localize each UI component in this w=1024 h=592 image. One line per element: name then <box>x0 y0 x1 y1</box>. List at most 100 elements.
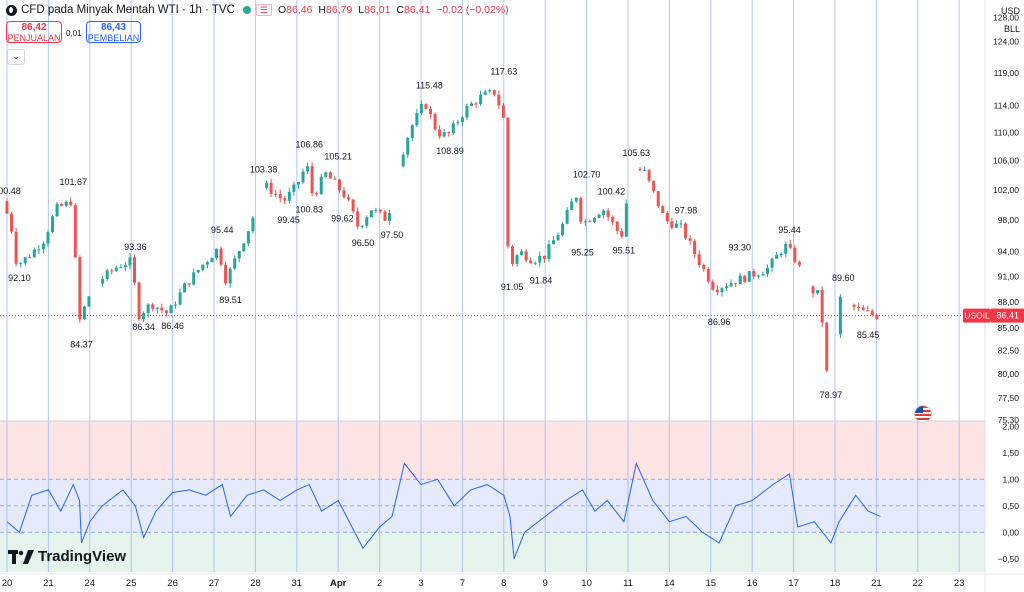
candle-body <box>583 221 587 223</box>
price-y-tick-label: 124,00 <box>993 37 1019 47</box>
price-y-tick-label: 106,00 <box>993 156 1019 166</box>
candle-body <box>693 240 697 255</box>
swing-label: 99.45 <box>277 215 300 225</box>
price-y-tick-label: 119,00 <box>994 68 1020 78</box>
ohlc-close: C86,41 <box>396 4 431 16</box>
sell-button[interactable]: 86,42 PENJUALAN <box>6 21 62 43</box>
candle-body <box>114 267 118 271</box>
candle-body <box>187 283 191 285</box>
candle-body <box>816 290 820 294</box>
swing-label: 102.70 <box>573 170 601 180</box>
candle-body <box>19 263 23 265</box>
candle-body <box>747 271 751 282</box>
candle-body <box>60 203 64 206</box>
candle-body <box>328 172 332 179</box>
candle-body <box>766 267 770 274</box>
candle-body <box>606 210 610 217</box>
candle-body <box>597 214 601 218</box>
candle-body <box>715 289 719 293</box>
spread-value: 0,01 <box>66 29 82 38</box>
candle-body <box>415 113 419 126</box>
price-y-tick-label: 114,00 <box>994 100 1020 110</box>
swing-label: 86.46 <box>161 321 184 331</box>
candle-body <box>542 255 546 259</box>
swing-label: 93.30 <box>729 242 752 252</box>
hamburger-menu-icon[interactable]: ☰ <box>255 4 272 16</box>
ohlc-low: L86,01 <box>358 4 391 16</box>
candle-body <box>784 243 788 254</box>
candle-body <box>214 248 218 259</box>
candle-body <box>233 258 237 269</box>
candle-body <box>55 203 59 217</box>
collapse-chevron-icon[interactable]: ⌄ <box>7 49 25 65</box>
candle-body <box>797 261 801 266</box>
candle-body <box>164 310 168 314</box>
candle-body <box>5 201 9 214</box>
candle-body <box>265 182 269 188</box>
swing-label: 105.21 <box>324 151 352 161</box>
x-tick-label: 3 <box>418 578 423 589</box>
currency-label[interactable]: USD <box>1000 6 1020 16</box>
x-tick-label: 11 <box>623 578 633 589</box>
candle-body <box>228 268 232 284</box>
oscillator-y-tick-label: 1,50 <box>1002 448 1019 458</box>
candle-body <box>119 267 123 269</box>
candle-body <box>702 264 706 270</box>
x-tick-label: 26 <box>167 578 178 589</box>
candle-body <box>105 270 109 279</box>
candle-body <box>674 223 678 228</box>
x-tick-label: 24 <box>85 578 96 589</box>
swing-label: 105.63 <box>623 148 651 158</box>
price-candles <box>5 88 879 373</box>
candle-body <box>87 296 91 307</box>
buy-button[interactable]: 86,43 PEMBELIAN <box>86 21 141 43</box>
swing-label: 97.98 <box>675 205 698 215</box>
x-tick-label: 21 <box>871 578 882 589</box>
candle-body <box>875 314 879 319</box>
symbol-tag-label: USOIL <box>964 311 990 321</box>
candle-body <box>201 264 205 270</box>
candle-body <box>474 103 478 105</box>
candle-body <box>388 213 392 221</box>
candle-body <box>406 137 410 155</box>
price-y-tick-label: 82,50 <box>998 346 1020 356</box>
candle-body <box>383 211 387 221</box>
swing-label: 93.36 <box>124 242 147 252</box>
x-tick-label: 7 <box>460 578 465 589</box>
candle-body <box>101 278 105 284</box>
candle-body <box>378 209 382 212</box>
symbol-title[interactable]: CFD pada Minyak Mentah WTI · 1h · TVC <box>21 4 235 16</box>
candle-body <box>551 240 555 245</box>
unit-label[interactable]: BLL <box>1003 24 1020 34</box>
candle-body <box>219 248 223 265</box>
candle-body <box>793 247 797 262</box>
x-tick-label: 25 <box>126 578 137 589</box>
candle-body <box>661 206 665 214</box>
oscillator-band <box>0 532 985 572</box>
buy-label: PEMBELIAN <box>87 33 140 43</box>
candle-body <box>82 306 86 320</box>
candle-body <box>711 281 715 290</box>
candle-body <box>429 108 433 115</box>
price-y-tick-label: 75,30 <box>998 415 1020 425</box>
ohlc-open: O86,46 <box>277 4 313 16</box>
candle-body <box>652 180 656 192</box>
oscillator-band <box>0 421 985 480</box>
oscillator-y-tick-label: 1,00 <box>1002 474 1019 484</box>
candle-body <box>857 306 861 308</box>
swing-label: 115.48 <box>416 81 443 91</box>
candle-body <box>456 122 460 124</box>
brand-name: TradingView <box>38 548 127 565</box>
candle-body <box>347 197 351 200</box>
us-flag-icon[interactable] <box>914 405 932 423</box>
price-y-tick-label: 94,00 <box>998 247 1020 257</box>
candle-body <box>23 257 27 264</box>
price-y-tick-label: 102,00 <box>993 185 1019 195</box>
candle-body <box>656 191 660 207</box>
swing-label: 96.50 <box>352 238 375 248</box>
buy-price: 86,43 <box>100 22 127 33</box>
candle-body <box>501 105 505 118</box>
candle-body <box>196 269 200 273</box>
candle-body <box>679 223 683 225</box>
